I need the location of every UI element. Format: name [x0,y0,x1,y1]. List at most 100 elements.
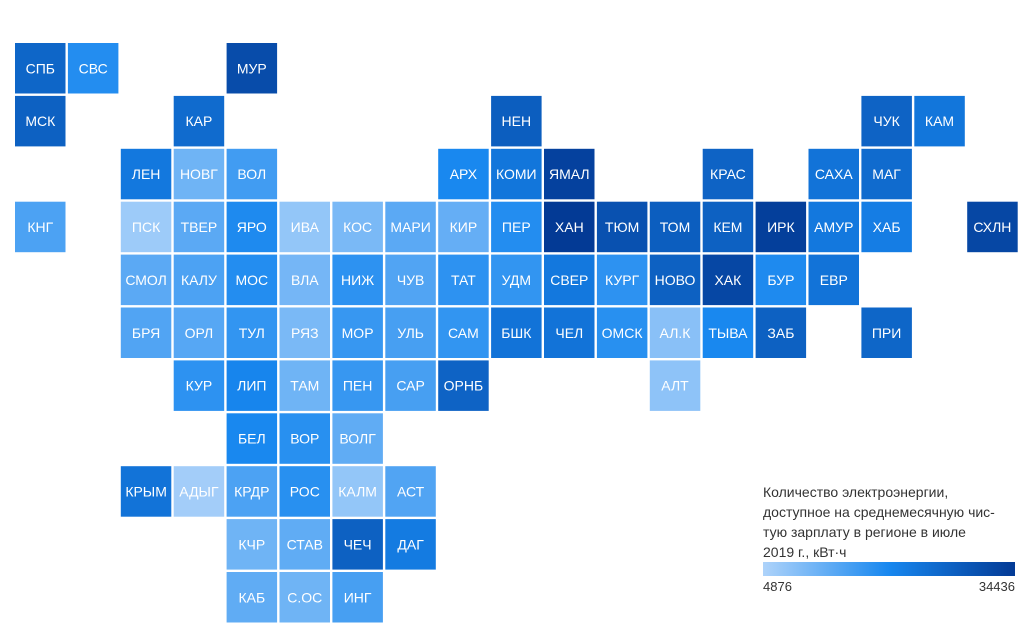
region-tile-label: КУРГ [605,272,640,288]
region-tile-rect [173,201,225,253]
region-tile-label: КЕМ [713,219,742,235]
region-tile: КРЫМ [120,466,172,517]
region-tile: ИНГ [332,572,383,623]
region-tile-label: АДЫГ [179,483,219,499]
region-tile-rect [385,307,436,358]
region-tile-rect [15,95,66,147]
region-tile: УДМ [491,254,542,306]
region-tile-label: ТУЛ [239,325,265,341]
region-tile-label: ПЕН [343,378,373,394]
region-tile-rect [120,148,172,200]
region-tile-rect [226,466,278,517]
region-tile: КНГ [15,201,66,253]
region-tile-rect [173,95,225,147]
region-tile-rect [596,307,648,358]
region-tile-label: АСТ [397,483,425,499]
region-tile-rect [332,466,383,517]
region-tile: ЕВР [808,254,859,306]
region-tile-label: НИЖ [341,272,374,288]
region-tile: НИЖ [332,254,383,306]
legend-gradient-bar [763,562,1015,576]
region-tile-rect [702,307,754,358]
region-tile: СВЕР [544,254,595,306]
region-tile-label: НОВО [655,272,696,288]
region-tile: КЕМ [702,201,754,253]
region-tile-label: ПРИ [872,325,901,341]
region-tile: ЛЕН [120,148,172,200]
region-tile: ТАМ [279,360,330,411]
region-tile-label: СХЛН [973,219,1011,235]
region-tile-rect [438,148,489,200]
region-tile-rect [808,201,859,253]
region-tile: ИВА [279,201,330,253]
region-tile-label: ОРЛ [185,325,214,341]
region-tile-label: ПСК [132,219,161,235]
region-tile-rect [279,413,330,464]
region-tile-rect [173,307,225,358]
region-tile-label: ОРНБ [444,378,484,394]
region-tile: СМОЛ [120,254,172,306]
region-tile-label: ЛЕН [132,166,161,182]
region-tile: ЧЕЛ [544,307,595,358]
region-tile: РЯЗ [279,307,330,358]
region-tile: МАГ [861,148,912,200]
region-tile-label: КАМ [925,113,954,129]
region-tile-label: КРЫМ [125,483,167,499]
region-tile-label: ДАГ [397,536,424,552]
region-tile: ДАГ [385,519,436,570]
region-tile: АМУР [808,201,859,253]
region-tile-rect [279,519,330,570]
region-tile-rect [755,201,807,253]
region-tile-rect [544,148,595,200]
region-tile-rect [808,254,859,306]
region-tile-rect [226,201,278,253]
region-tile: РОС [279,466,330,517]
region-tile: ИРК [755,201,807,253]
region-tile: ВОЛ [226,148,278,200]
region-tile-rect [15,43,66,94]
region-tile-rect [120,466,172,517]
region-tile-rect [491,307,542,358]
region-tile-rect [332,307,383,358]
region-tile-rect [332,201,383,253]
region-tile: СХЛН [967,201,1018,253]
region-tile: ПСК [120,201,172,253]
region-tile: НЕН [491,95,542,147]
region-tile-rect [914,95,965,147]
region-tile-rect [596,201,648,253]
region-tile-label: КОМИ [496,166,537,182]
region-tile: КОМИ [491,148,542,200]
region-tile: ТВЕР [173,201,225,253]
region-tile-label: РОС [290,483,320,499]
region-tile-rect [649,201,701,253]
region-tile: КАЛМ [332,466,383,517]
region-tile: ЛИП [226,360,278,411]
region-tile-rect [544,201,595,253]
region-tile-label: СМОЛ [125,272,167,288]
region-tile-rect [438,254,489,306]
region-tile-label: МОР [342,325,374,341]
region-tile: ВЛА [279,254,330,306]
region-tile: МАРИ [385,201,436,253]
region-tile-label: ЕВР [820,272,848,288]
legend-title-line-2: доступное на среднемесячную чис- [763,504,995,520]
region-tile-label: ЯРО [237,219,267,235]
region-tile-label: НЕН [502,113,532,129]
region-tile: ЯРО [226,201,278,253]
region-tile: БУР [755,254,807,306]
region-tile-rect [332,519,383,570]
region-tile: СТАВ [279,519,330,570]
region-tile: МОС [226,254,278,306]
legend-title: Количество электроэнергии, доступное на … [763,482,1015,562]
region-tile: КАБ [226,572,278,623]
region-tile-label: КАЛМ [338,483,377,499]
region-tile-label: ЯМАЛ [549,166,590,182]
region-tile-label: ВОЛГ [339,431,376,447]
region-tile-rect [385,254,436,306]
region-tile-rect [279,572,330,623]
region-tile-label: САХА [815,166,853,182]
region-tile: ХАБ [861,201,912,253]
region-tile: ОМСК [596,307,648,358]
region-tile: САР [385,360,436,411]
region-tile-rect [385,519,436,570]
